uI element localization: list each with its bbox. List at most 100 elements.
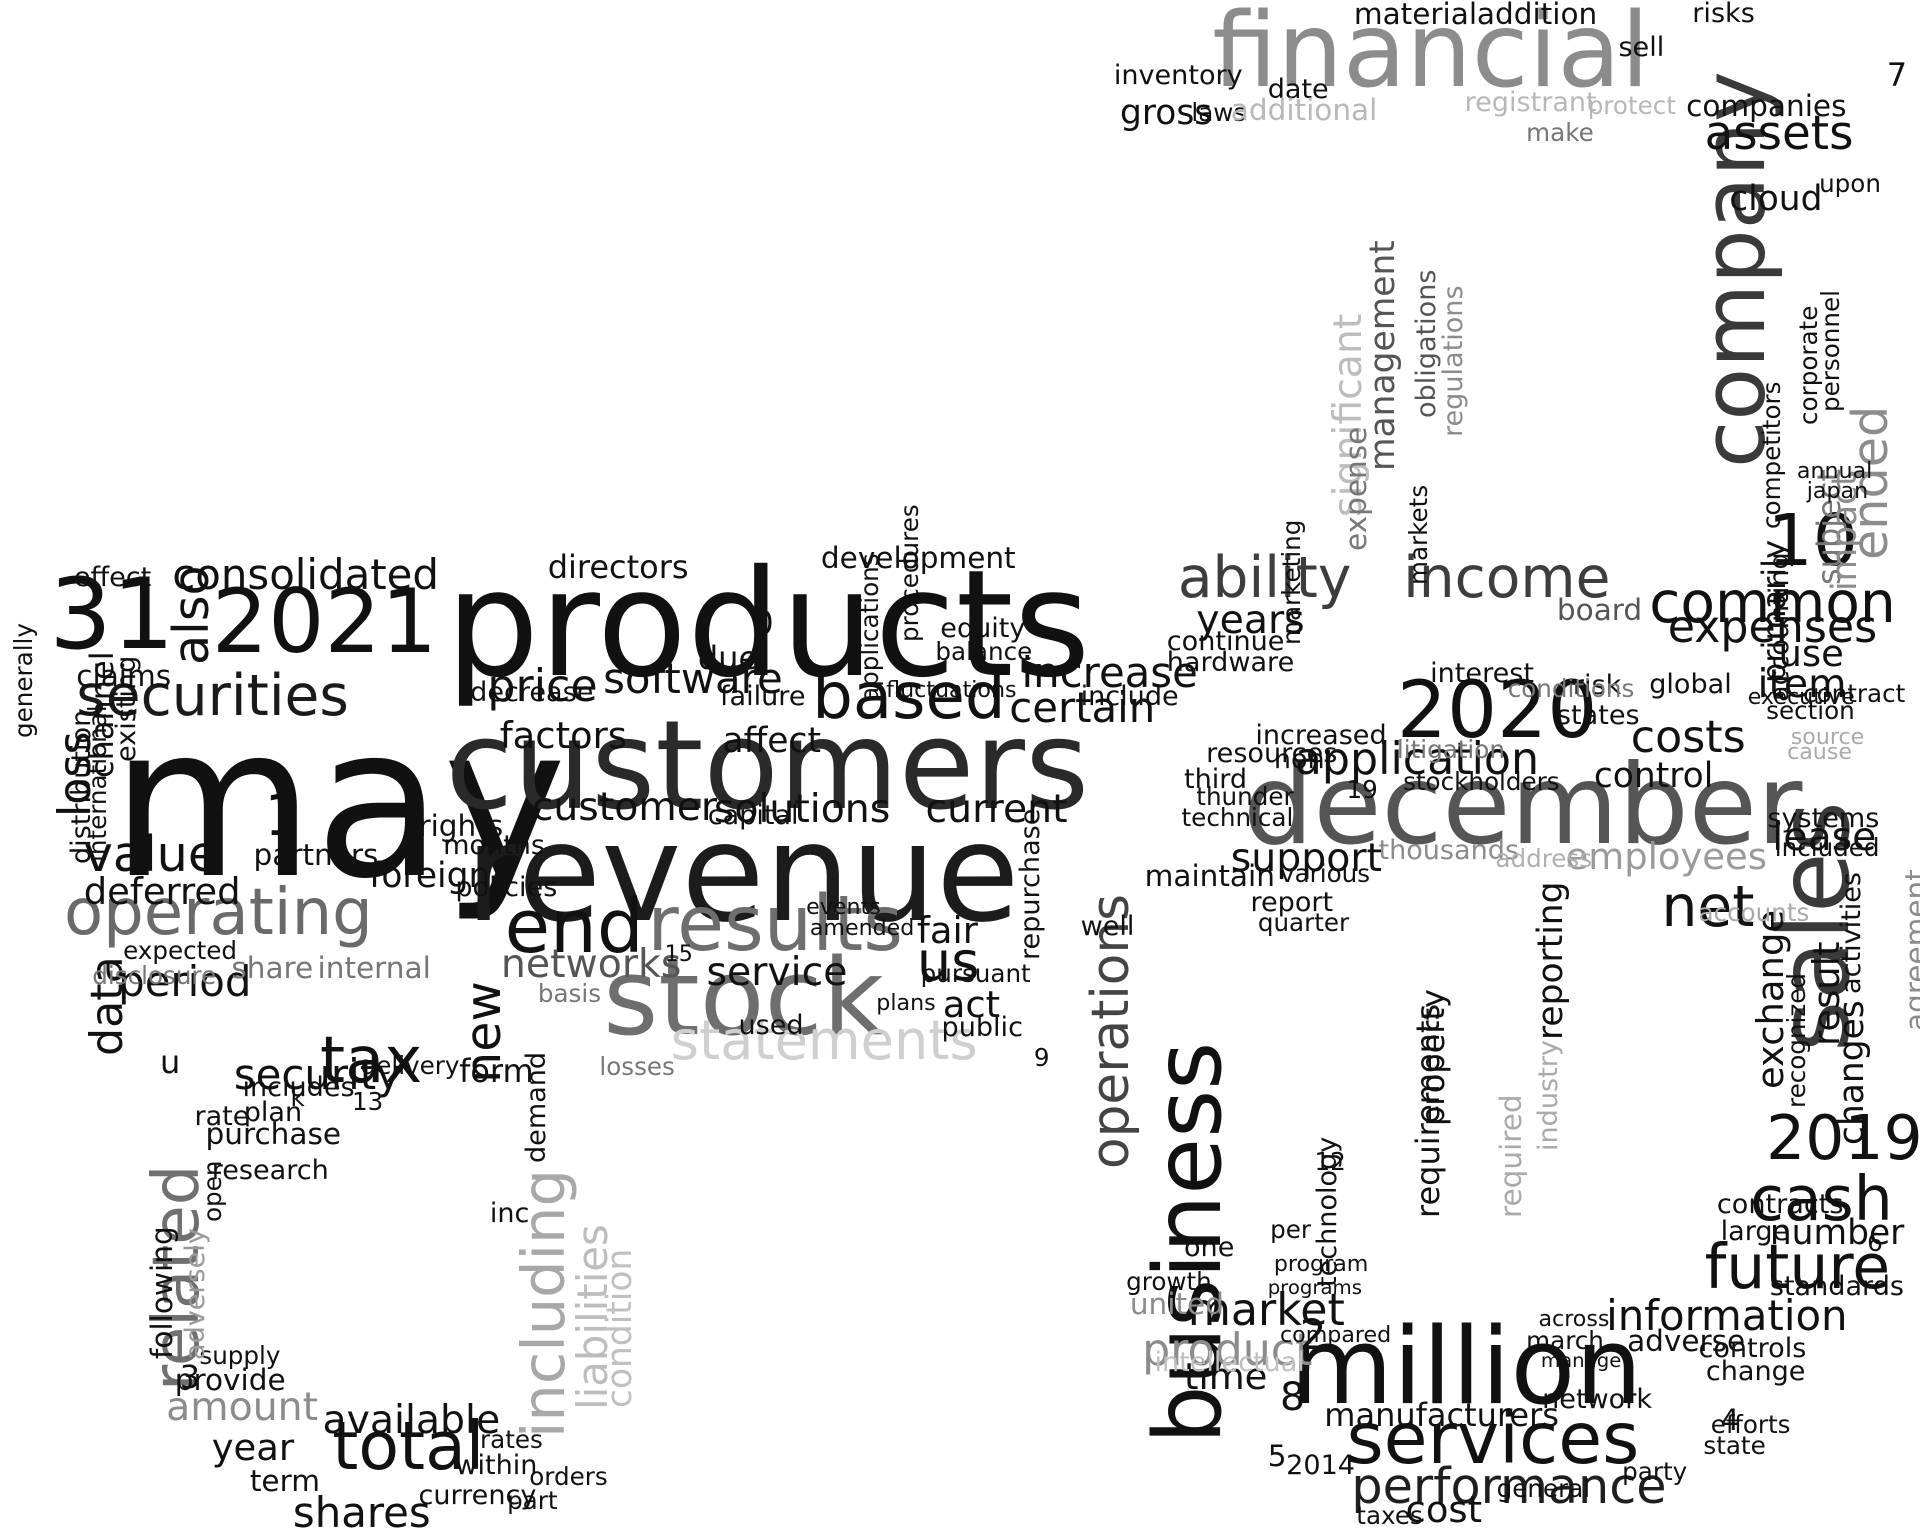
- cloud-word: manage: [1540, 1349, 1622, 1373]
- cloud-word: certain: [1009, 682, 1156, 732]
- cloud-word: markets: [1403, 484, 1433, 585]
- cloud-word: change: [1705, 1355, 1806, 1387]
- cloud-word: inc: [489, 1198, 530, 1229]
- cloud-word: make: [1526, 117, 1594, 147]
- cloud-word: pursuant: [920, 959, 1031, 989]
- cloud-word: programs: [1267, 1275, 1362, 1299]
- cloud-word: balance: [935, 637, 1033, 666]
- cloud-word: application: [1294, 734, 1540, 786]
- cloud-word: intellectual: [1154, 1346, 1305, 1378]
- cloud-word: based: [812, 659, 1006, 734]
- cloud-word: equity: [940, 613, 1026, 645]
- cloud-word: conditions: [1507, 673, 1635, 703]
- cloud-word: 9: [1033, 1043, 1050, 1073]
- cloud-word: address: [1495, 843, 1593, 873]
- cloud-word: claims: [76, 659, 172, 694]
- cloud-word: cost: [1405, 1487, 1483, 1531]
- cloud-word: applications: [854, 552, 884, 702]
- cloud-word: program: [1273, 1250, 1369, 1277]
- cloud-word: addition: [1476, 0, 1598, 31]
- cloud-word: provide: [174, 1363, 286, 1398]
- cloud-word: use: [1778, 632, 1844, 676]
- cloud-word: failure: [720, 681, 806, 713]
- cloud-word: standards: [1769, 1270, 1904, 1302]
- cloud-word: costs: [1630, 712, 1746, 764]
- cloud-word: united: [1129, 1286, 1224, 1321]
- cloud-word: across: [1538, 1306, 1610, 1333]
- cloud-word: operating: [64, 876, 373, 951]
- cloud-word: purchase: [205, 1117, 342, 1151]
- cloud-word: 6: [1867, 1227, 1883, 1257]
- cloud-word: obligations: [1410, 269, 1442, 419]
- cloud-word: annual: [1796, 458, 1873, 485]
- cloud-word: employees: [1565, 835, 1767, 879]
- cloud-word: 7: [1886, 56, 1908, 95]
- cloud-word: share: [231, 950, 314, 985]
- cloud-word: contracts: [1716, 1189, 1844, 1221]
- cloud-word: accounts: [1698, 897, 1810, 927]
- cloud-word: internal: [317, 950, 431, 985]
- cloud-word: activities: [1835, 872, 1867, 995]
- cloud-word: increased: [1255, 720, 1387, 752]
- cloud-word: 2: [1299, 1310, 1327, 1360]
- cloud-word: personnel: [1816, 290, 1846, 413]
- cloud-word: results: [647, 879, 903, 969]
- cloud-word: reporting: [1530, 881, 1571, 1040]
- cloud-word: stock: [603, 936, 884, 1060]
- cloud-word: within: [455, 1450, 538, 1482]
- cloud-word: expected: [123, 936, 238, 966]
- cloud-word: 4: [1720, 1402, 1740, 1437]
- cloud-word: capital: [707, 800, 799, 832]
- cloud-word: competitors: [1757, 381, 1786, 530]
- cloud-word: current: [925, 786, 1068, 833]
- cloud-word: companies: [1686, 89, 1847, 124]
- cloud-word: report: [1250, 886, 1334, 918]
- cloud-word: regulations: [1438, 285, 1469, 437]
- cloud-word: lease: [1772, 814, 1877, 861]
- cloud-word: decrease: [470, 677, 594, 709]
- cloud-word: term: [249, 1464, 320, 1499]
- cloud-word: executive: [1747, 683, 1855, 710]
- cloud-word: manufacturers: [1324, 1396, 1559, 1435]
- cloud-word: effect: [73, 561, 152, 593]
- cloud-word: assets: [1704, 106, 1854, 161]
- cloud-word: rates: [480, 1424, 543, 1454]
- cloud-word: industry: [1532, 1039, 1564, 1151]
- cloud-word: laws: [1191, 97, 1247, 127]
- cloud-word: expenses: [1667, 601, 1878, 653]
- cloud-word: foreign: [369, 856, 491, 897]
- cloud-word: section: [1766, 696, 1855, 726]
- cloud-word: 15: [664, 940, 693, 967]
- cloud-word: states: [1556, 699, 1640, 731]
- cloud-word: repurchase: [1014, 808, 1046, 960]
- cloud-word: required: [1493, 1094, 1528, 1219]
- cloud-word: market: [1187, 1284, 1345, 1336]
- cloud-word: period: [118, 957, 252, 1007]
- cloud-word: currency: [418, 1479, 537, 1511]
- cloud-word: service: [706, 948, 848, 995]
- cloud-word: hardware: [1166, 646, 1295, 678]
- cloud-word: 2021: [211, 570, 438, 674]
- cloud-word: tax: [320, 1023, 423, 1098]
- cloud-word: revenue: [465, 794, 1020, 953]
- cloud-word: public: [941, 1012, 1023, 1044]
- cloud-word: continue: [1166, 625, 1285, 657]
- cloud-word: deferred: [83, 869, 241, 913]
- cloud-word: also: [162, 565, 221, 665]
- cloud-word: factors: [499, 713, 628, 757]
- cloud-word: global: [1649, 668, 1732, 700]
- cloud-word: interest: [1430, 657, 1534, 689]
- cloud-word: gross: [1120, 93, 1213, 133]
- cloud-word: general: [1496, 1473, 1591, 1503]
- cloud-word: party: [1622, 1456, 1688, 1486]
- cloud-word: cash: [1750, 1163, 1893, 1236]
- cloud-word: product: [1142, 1325, 1313, 1377]
- cloud-word: sell: [1618, 32, 1665, 64]
- cloud-word: future: [1704, 1230, 1891, 1303]
- cloud-word: thousands: [1378, 834, 1520, 866]
- cloud-word: procedures: [895, 504, 925, 643]
- cloud-word: marketing: [1277, 519, 1306, 645]
- cloud-word: plan: [243, 1097, 303, 1129]
- cloud-word: 1: [264, 782, 301, 849]
- cloud-word: policies: [455, 871, 558, 903]
